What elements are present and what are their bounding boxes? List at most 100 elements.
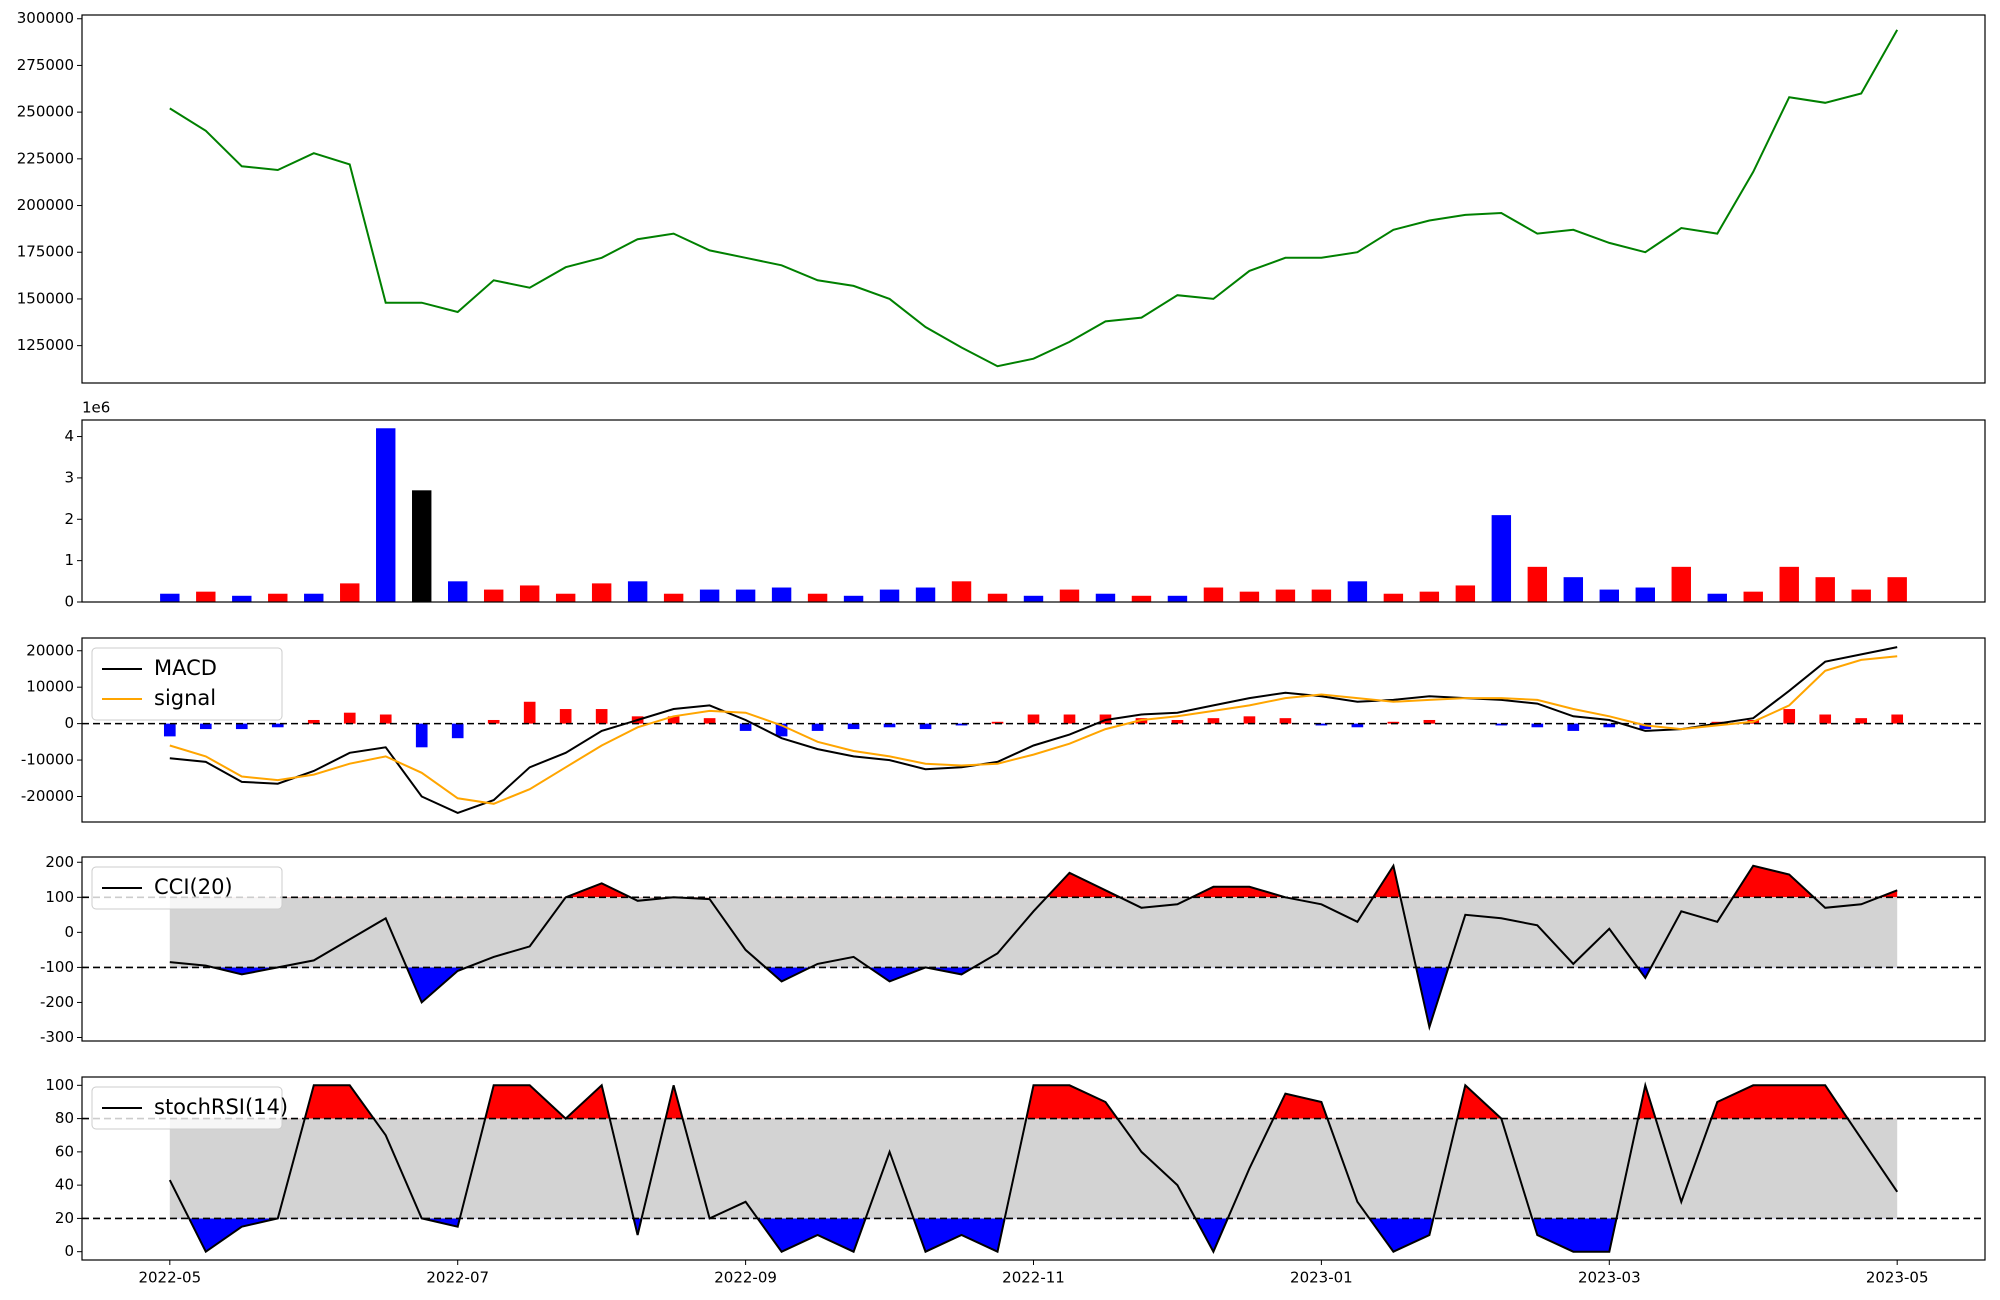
histogram-bar <box>955 723 968 726</box>
volume-bar <box>1347 581 1368 602</box>
plot-frame <box>81 637 1986 823</box>
volume-bar <box>1563 577 1584 602</box>
volume-bar <box>879 589 900 602</box>
y-tick-label: 100 <box>45 888 74 906</box>
volume-bar <box>1275 589 1296 602</box>
histogram-bar <box>559 709 572 724</box>
y-tick-label: 200 <box>45 853 74 871</box>
volume-bar <box>843 595 864 602</box>
histogram-bar <box>1783 709 1796 724</box>
volume-bar <box>268 593 288 602</box>
volume-bar <box>160 593 180 602</box>
volume-bar <box>951 581 972 602</box>
series-line <box>169 655 1898 805</box>
volume-bar <box>519 585 540 602</box>
y-tick-label: 250000 <box>17 103 74 121</box>
volume-bar <box>1023 595 1044 602</box>
y-tick-label: 175000 <box>17 243 74 261</box>
y-tick-label: 300000 <box>17 9 74 27</box>
volume-bar <box>735 589 756 602</box>
y-tick-label: 10000 <box>26 678 74 696</box>
legend-label: signal <box>154 686 216 710</box>
volume-bar <box>1095 593 1116 602</box>
y-tick-label: 60 <box>55 1142 74 1160</box>
legend-box <box>91 647 283 721</box>
volume-bar <box>1599 589 1620 602</box>
histogram-bar <box>991 721 1004 724</box>
volume-bar <box>1419 591 1440 602</box>
histogram-bar <box>199 723 212 730</box>
volume-bar <box>627 581 648 602</box>
histogram-bar <box>271 723 284 728</box>
volume-bar <box>412 490 432 602</box>
volume-bar <box>915 587 936 602</box>
volume-bar <box>1635 587 1655 602</box>
volume-bar <box>340 583 360 602</box>
histogram-bar <box>163 723 176 737</box>
volume-bar <box>304 593 324 602</box>
volume-bar <box>1779 566 1799 602</box>
volume-bar <box>1815 577 1835 602</box>
volume-bar <box>232 595 252 602</box>
legend-box <box>91 866 283 910</box>
volume-bar <box>1311 589 1332 602</box>
volume-bar <box>1455 585 1476 602</box>
histogram-bar <box>595 709 608 724</box>
series-line <box>169 29 1899 368</box>
volume-bar <box>1887 577 1907 602</box>
histogram-bar <box>883 723 896 728</box>
series-line <box>169 863 1898 1031</box>
histogram-bar <box>451 723 464 739</box>
volume-bar <box>1527 566 1548 602</box>
x-tick-label: 2022-09 <box>714 1269 777 1287</box>
plot-frame <box>81 419 1986 603</box>
histogram-bar <box>1171 719 1184 724</box>
histogram-bar <box>1279 718 1292 724</box>
x-tick-label: 2022-07 <box>426 1269 489 1287</box>
y-tick-label: 200000 <box>17 196 74 214</box>
volume-bar <box>1851 589 1871 602</box>
volume-bar <box>1167 595 1188 602</box>
volume-bar <box>591 583 612 602</box>
histogram-bar <box>379 714 392 724</box>
histogram-bar <box>1207 718 1220 724</box>
legend-label: CCI(20) <box>154 875 233 899</box>
y-tick-label: 20000 <box>26 641 74 659</box>
y-tick-label: -300 <box>40 1028 74 1046</box>
y-tick-label: 225000 <box>17 149 74 167</box>
histogram-bar <box>1063 714 1076 724</box>
y-tick-label: -10000 <box>21 751 74 769</box>
histogram-bar <box>1603 723 1616 728</box>
y-tick-label: 125000 <box>17 336 74 354</box>
volume-bar <box>1383 593 1404 602</box>
volume-bar <box>555 593 576 602</box>
histogram-bar <box>1819 714 1832 724</box>
histogram-bar <box>1855 718 1868 724</box>
series-line <box>169 646 1898 814</box>
x-tick-label: 2023-01 <box>1290 1269 1353 1287</box>
y-tick-label: -20000 <box>21 787 74 805</box>
x-tick-label: 2023-05 <box>1866 1269 1929 1287</box>
histogram-bar <box>1423 719 1436 724</box>
histogram-bar <box>307 719 320 724</box>
x-tick-label: 2023-03 <box>1578 1269 1641 1287</box>
volume-bar <box>1743 591 1763 602</box>
legend-label: MACD <box>154 656 217 680</box>
histogram-bar <box>235 723 248 730</box>
y-tick-label: -200 <box>40 993 74 1011</box>
overbought-fill <box>169 1085 1898 1119</box>
y-tick-label: 3 <box>64 468 74 486</box>
volume-bar <box>1203 587 1224 602</box>
histogram-bar <box>1243 716 1256 724</box>
histogram-bar <box>703 718 716 724</box>
y-tick-label: 2 <box>64 510 74 528</box>
histogram-bar <box>811 723 824 731</box>
volume-bar <box>699 589 720 602</box>
volume-bar <box>807 593 828 602</box>
histogram-bar <box>775 723 788 737</box>
histogram-bar <box>1531 723 1544 728</box>
histogram-bar <box>667 716 680 724</box>
histogram-bar <box>415 723 428 748</box>
volume-bar <box>1671 566 1691 602</box>
